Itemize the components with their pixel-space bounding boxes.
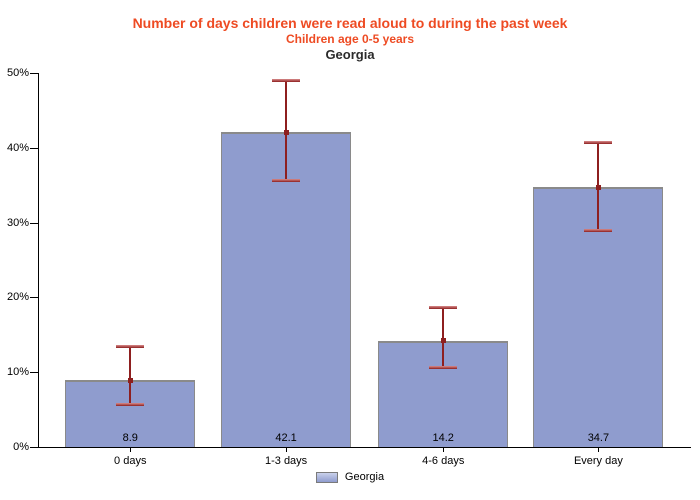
- y-axis-tick-label: 20%: [6, 291, 29, 304]
- y-axis-tick-label: 50%: [6, 67, 29, 79]
- bar-1-3-days: 42.1: [221, 132, 352, 447]
- x-axis-tick: [286, 447, 288, 452]
- error-bar-cap-bottom: [272, 178, 301, 182]
- x-axis-category-label: 4-6 days: [422, 455, 465, 467]
- bar-value-label: 34.7: [587, 432, 610, 444]
- chart-subtitle: Children age 0-5 years: [285, 32, 415, 46]
- x-axis-category-label: 1-3 days: [264, 455, 308, 467]
- legend-swatch-icon: [315, 471, 338, 483]
- bar-value-label: 42.1: [275, 432, 297, 444]
- chart-region-label: Georgia: [325, 47, 375, 62]
- chart-header: Number of days children were read aloud …: [0, 14, 700, 63]
- error-bar-cap-top: [272, 79, 301, 83]
- error-bar-cap-top: [584, 140, 613, 144]
- y-axis-tick: [30, 147, 39, 149]
- y-axis-tick: [30, 372, 39, 374]
- chart-title: Number of days children were read aloud …: [132, 15, 568, 31]
- error-bar-cap-bottom: [429, 365, 458, 369]
- y-axis-tick-label: 30%: [6, 216, 29, 229]
- x-axis-category-label: 0 days: [114, 455, 147, 467]
- x-axis-tick: [443, 447, 445, 452]
- y-axis-tick-label: 10%: [6, 366, 29, 379]
- bar-value-label: 14.2: [432, 432, 454, 444]
- y-axis-tick-label: 0%: [13, 441, 29, 453]
- error-bar-point: [127, 377, 133, 383]
- y-axis-tick-label: 40%: [6, 141, 29, 154]
- x-axis-tick: [598, 447, 600, 452]
- error-bar-line: [129, 346, 132, 405]
- bar-every-day: 34.7: [533, 187, 664, 447]
- error-bar-point: [283, 129, 289, 135]
- error-bar-cap-top: [116, 345, 145, 349]
- y-axis-tick: [30, 297, 39, 299]
- x-axis-category-label: Every day: [573, 455, 623, 467]
- plot-area: 0% 10% 20% 30% 40% 50% 8.9 0 days 42.1 1-3 days 14…: [7, 67, 691, 467]
- error-bar-cap-bottom: [584, 229, 613, 233]
- y-axis-tick: [30, 73, 39, 74]
- error-bar-line: [442, 307, 445, 367]
- error-bar-point: [440, 338, 446, 344]
- y-axis-tick: [30, 447, 39, 448]
- legend-label: Georgia: [344, 471, 385, 483]
- x-axis-tick: [130, 447, 132, 452]
- error-bar-point: [595, 184, 601, 190]
- error-bar-cap-bottom: [116, 403, 145, 407]
- legend: Georgia: [0, 471, 700, 483]
- bar-value-label: 8.9: [122, 432, 138, 444]
- error-bar-cap-top: [429, 306, 458, 310]
- y-axis-tick: [30, 222, 39, 224]
